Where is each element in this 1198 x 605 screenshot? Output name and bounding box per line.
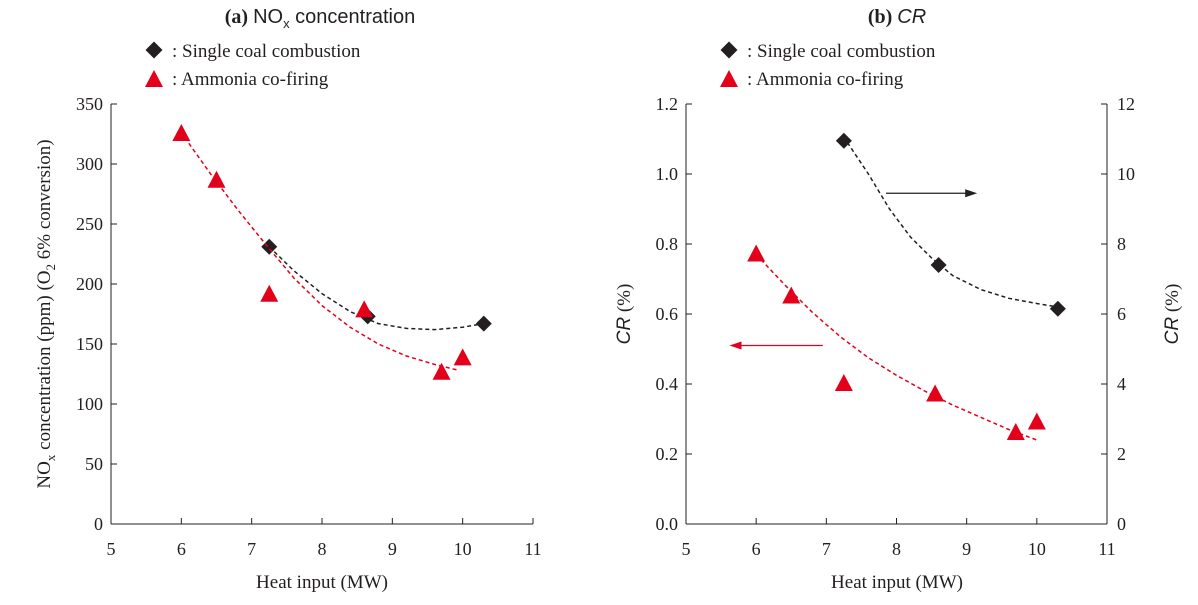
x-tick-label: 5 [682, 539, 691, 559]
legend-a-ammonia-label: : Ammonia co-firing [172, 69, 329, 90]
trend-line-ammonia [755, 253, 1038, 441]
y-tick-label: 0.8 [656, 234, 679, 254]
x-tick-label: 10 [454, 539, 472, 559]
y-tick-label: 250 [76, 214, 103, 234]
chart-b-title: (b) CR [868, 6, 926, 28]
chart-a-xlabel: Heat input (MW) [256, 572, 388, 593]
legend-b-ammonia-label: : Ammonia co-firing [747, 69, 904, 90]
x-tick-label: 11 [524, 539, 541, 559]
x-tick-label: 7 [822, 539, 831, 559]
x-tick-label: 11 [1098, 539, 1115, 559]
legend-a-coal-label: : Single coal combustion [172, 41, 361, 62]
y-right-tick-label: 4 [1117, 374, 1126, 394]
data-point-ammonia [834, 374, 853, 391]
chart-b: (b) CR : Single coal combustion : Ammoni… [614, 6, 1183, 593]
data-point-coal [930, 257, 947, 273]
trend-line-coal [846, 142, 1059, 308]
legend-b-ammonia-marker [720, 70, 738, 87]
trend-line-ammonia [184, 137, 460, 372]
legend-b-coal-marker [720, 41, 738, 59]
chart-a-title: (a) NOx concentration [225, 6, 415, 31]
y-tick-label: 1.2 [656, 94, 679, 114]
x-tick-label: 5 [107, 539, 116, 559]
legend-a-coal-marker [145, 41, 163, 59]
chart-b-ylabel-left: CR (%) [614, 284, 635, 345]
y-tick-label: 150 [76, 334, 103, 354]
y-right-tick-label: 12 [1117, 94, 1135, 114]
y-tick-label: 100 [76, 394, 103, 414]
legend-b-coal-label: : Single coal combustion [747, 41, 936, 62]
data-point-coal [1049, 300, 1066, 317]
y-right-tick-label: 2 [1117, 444, 1126, 464]
x-tick-label: 6 [752, 539, 761, 559]
chart-a-ylabel: NOx concentration (ppm) (O2 6% conversio… [34, 139, 58, 488]
x-tick-label: 10 [1028, 539, 1046, 559]
y-tick-label: 50 [85, 454, 103, 474]
data-point-ammonia [172, 124, 191, 141]
y-tick-label: 0.6 [656, 304, 679, 324]
x-tick-label: 7 [247, 539, 256, 559]
data-point-ammonia [432, 362, 451, 380]
data-point-ammonia [747, 244, 766, 262]
y-tick-label: 200 [76, 274, 103, 294]
y-tick-label: 0.2 [656, 444, 679, 464]
data-point-coal [475, 315, 492, 332]
data-point-coal [261, 238, 278, 255]
y-right-tick-label: 10 [1117, 164, 1135, 184]
trend-line-coal [268, 246, 484, 331]
y-right-tick-label: 8 [1117, 234, 1126, 254]
x-tick-label: 9 [388, 539, 397, 559]
y-tick-label: 1.0 [656, 164, 679, 184]
data-point-ammonia [1006, 423, 1025, 440]
chart-a: (a) NOx concentration : Single coal comb… [34, 6, 542, 593]
data-point-ammonia [1027, 412, 1046, 430]
data-point-ammonia [453, 348, 472, 366]
data-point-ammonia [207, 170, 226, 188]
y-tick-label: 300 [76, 154, 103, 174]
y-tick-label: 0.0 [656, 514, 679, 534]
x-tick-label: 6 [177, 539, 186, 559]
arrow-left-axis-head [729, 341, 742, 350]
y-right-tick-label: 6 [1117, 304, 1126, 324]
data-point-ammonia [782, 286, 801, 304]
y-right-tick-label: 0 [1117, 514, 1126, 534]
x-tick-label: 8 [318, 539, 327, 559]
chart-b-legend: : Single coal combustion : Ammonia co-fi… [720, 41, 936, 90]
data-point-ammonia [355, 300, 374, 318]
x-tick-label: 8 [892, 539, 901, 559]
chart-b-xlabel: Heat input (MW) [831, 572, 963, 593]
x-tick-label: 9 [962, 539, 971, 559]
arrow-right-axis-head [965, 189, 978, 198]
y-tick-label: 0.4 [656, 374, 679, 394]
data-point-ammonia [260, 284, 279, 302]
legend-a-ammonia-marker [145, 70, 163, 87]
data-point-coal [835, 132, 852, 149]
y-tick-label: 350 [76, 94, 103, 114]
chart-a-legend: : Single coal combustion : Ammonia co-fi… [145, 41, 361, 90]
chart-b-ylabel-right: CR (%) [1162, 284, 1183, 345]
y-tick-label: 0 [94, 514, 103, 534]
data-point-ammonia [926, 384, 945, 402]
